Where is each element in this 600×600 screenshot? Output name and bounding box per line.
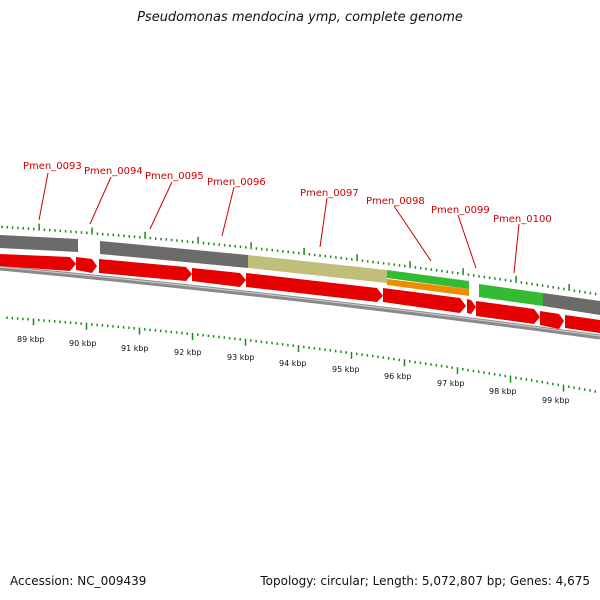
cds-arrow-8[interactable]	[476, 301, 540, 324]
scale-label-96kbp: 96 kbp	[384, 372, 412, 381]
scale-label-99kbp: 99 kbp	[542, 396, 570, 405]
gene-band-green-2[interactable]	[479, 284, 543, 306]
cds-arrow-6[interactable]	[383, 288, 466, 313]
scale-label-97kbp: 97 kbp	[437, 379, 465, 388]
genome-backbone	[0, 265, 600, 340]
cds-arrow-9[interactable]	[540, 311, 564, 329]
cds-arrow-5[interactable]	[246, 273, 383, 302]
gene-label-pmen-0100[interactable]: Pmen_0100	[493, 214, 552, 225]
gene-label-pmen-0099[interactable]: Pmen_0099	[431, 205, 490, 216]
gene-band-gray-2[interactable]	[100, 241, 248, 268]
gene-label-pmen-0098[interactable]: Pmen_0098	[366, 196, 425, 207]
cds-arrow-3[interactable]	[99, 259, 192, 281]
accession-text: Accession: NC_009439	[10, 574, 147, 588]
scale-label-92kbp: 92 kbp	[174, 348, 202, 357]
cds-arrow-2[interactable]	[76, 257, 97, 273]
gene-band-orange[interactable]	[387, 279, 469, 296]
gene-label-pmen-0097[interactable]: Pmen_0097	[300, 188, 359, 199]
map-title: Pseudomonas mendocina ymp, complete geno…	[137, 10, 463, 25]
gene-label-pmen-0094[interactable]: Pmen_0094	[84, 166, 143, 177]
lower-tick-ruler	[6, 316, 597, 393]
gene-label-pmen-0093[interactable]: Pmen_0093	[23, 161, 82, 172]
scale-label-91kbp: 91 kbp	[121, 344, 149, 353]
scale-label-93kbp: 93 kbp	[227, 353, 255, 362]
scale-label-90kbp: 90 kbp	[69, 339, 97, 348]
scale-label-94kbp: 94 kbp	[279, 359, 307, 368]
scale-label-89kbp: 89 kbp	[17, 335, 45, 344]
gene-band-olive[interactable]	[248, 255, 387, 283]
genome-summary-text: Topology: circular; Length: 5,072,807 bp…	[260, 574, 590, 588]
upper-tick-ruler	[1, 223, 597, 296]
gene-label-leaders	[38, 172, 520, 274]
cds-arrow-4[interactable]	[192, 268, 246, 287]
gene-band-gray-3[interactable]	[543, 293, 600, 315]
scale-label-95kbp: 95 kbp	[332, 365, 360, 374]
genome-backbone-highlight	[0, 266, 600, 337]
scale-label-98kbp: 98 kbp	[489, 387, 517, 396]
gene-label-pmen-0096[interactable]: Pmen_0096	[207, 177, 266, 188]
cds-arrow-10[interactable]	[565, 315, 600, 333]
gene-label-pmen-0095[interactable]: Pmen_0095	[145, 171, 204, 182]
cds-arrow-1[interactable]	[0, 254, 76, 271]
gene-band-green-1[interactable]	[387, 270, 469, 289]
cds-arrow-7[interactable]	[467, 299, 476, 314]
gene-band-gray-1[interactable]	[0, 235, 78, 252]
